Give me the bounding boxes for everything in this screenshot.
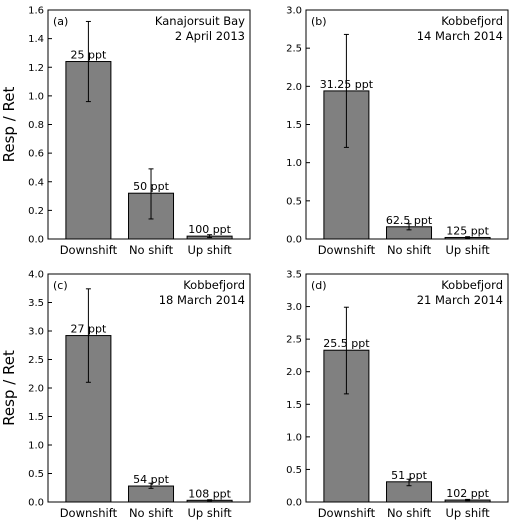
bar-label: 100 ppt (188, 223, 231, 236)
y-axis-label: Resp / Ret (0, 87, 18, 163)
chart-panel-c: 0.0 0.5 1.0 1.5 2.0 2.5 3.0 3.5 4.0 27 ppt Downshi… (0, 270, 251, 520)
y-tick-label: 2.0 (286, 82, 302, 93)
category-label: Up shift (445, 506, 490, 520)
panel-label: (c) (53, 279, 68, 292)
y-tick-label: 3.0 (28, 327, 44, 338)
panel-title: Kobbefjord (183, 278, 245, 292)
y-tick-label: 2.5 (286, 44, 302, 55)
y-tick-label: 1.6 (28, 6, 44, 17)
y-tick-label: 0.0 (286, 235, 302, 246)
panel-title: 2 April 2013 (175, 29, 245, 43)
y-tick-label: 3.5 (286, 270, 302, 281)
category-label: No shift (387, 243, 432, 257)
category-label: No shift (129, 243, 174, 257)
bar-label: 102 ppt (446, 487, 489, 500)
category-label: Downshift (60, 506, 118, 520)
y-tick-label: 1.5 (286, 120, 302, 131)
panel-title: 21 March 2014 (417, 293, 503, 307)
y-tick-label: 0.5 (286, 465, 302, 476)
y-tick-label: 0.4 (28, 177, 44, 188)
bar-label: 125 ppt (446, 224, 489, 237)
y-tick-label: 2.5 (28, 355, 44, 366)
plot-frame (305, 273, 509, 503)
y-tick-label: 1.2 (28, 63, 44, 74)
y-tick-label: 2.0 (28, 384, 44, 395)
y-tick-label: 0.5 (28, 469, 44, 480)
category-label: Downshift (60, 243, 118, 257)
y-tick-label: 3.5 (28, 298, 44, 309)
y-tick-label: 0.8 (28, 120, 44, 131)
y-tick-label: 0.2 (28, 206, 44, 217)
y-tick-label: 1.0 (286, 158, 302, 169)
plot-frame (47, 9, 251, 240)
chart-panel-d: 0.0 0.5 1.0 1.5 2.0 2.5 3.0 3.5 25.5 ppt Downshif… (286, 270, 509, 520)
y-tick-label: 3.0 (286, 6, 302, 17)
category-label: Up shift (187, 243, 232, 257)
y-tick-label: 3.0 (286, 302, 302, 313)
y-tick-label: 0.5 (286, 196, 302, 207)
y-tick-label: 4.0 (28, 270, 44, 281)
plot-frame (47, 273, 251, 503)
bar-label: 108 ppt (188, 487, 231, 500)
y-tick-label: 0.0 (28, 498, 44, 509)
category-label: No shift (387, 506, 432, 520)
panel-label: (a) (53, 15, 68, 28)
y-tick-label: 0.0 (28, 235, 44, 246)
y-tick-label: 1.5 (28, 412, 44, 423)
panel-title: 18 March 2014 (159, 293, 245, 307)
panel-title: Kobbefjord (441, 14, 503, 28)
panel-label: (b) (311, 15, 327, 28)
bar-label: 54 ppt (133, 473, 169, 486)
bar-label: 62.5 ppt (386, 214, 433, 227)
category-label: Downshift (318, 243, 376, 257)
y-tick-label: 0.0 (286, 498, 302, 509)
panel-title: Kobbefjord (441, 278, 503, 292)
y-tick-label: 1.4 (28, 34, 44, 45)
category-label: No shift (129, 506, 174, 520)
y-tick-label: 1.0 (286, 432, 302, 443)
panel-label: (d) (311, 279, 327, 292)
y-tick-label: 1.0 (28, 441, 44, 452)
category-label: Up shift (187, 506, 232, 520)
panel-title: 14 March 2014 (417, 29, 503, 43)
y-tick-label: 1.5 (286, 400, 302, 411)
y-tick-label: 2.5 (286, 335, 302, 346)
y-tick-label: 2.0 (286, 367, 302, 378)
category-label: Downshift (318, 506, 376, 520)
bar-label: 51 ppt (391, 469, 427, 482)
panel-title: Kanajorsuit Bay (155, 14, 245, 28)
category-label: Up shift (445, 243, 490, 257)
bar-label: 50 ppt (133, 180, 169, 193)
plot-frame (305, 9, 509, 240)
y-tick-label: 1.0 (28, 91, 44, 102)
bar-label: 25 ppt (71, 49, 107, 62)
chart-panel-b: 0.0 0.5 1.0 1.5 2.0 2.5 3.0 31.25 ppt Downshift 6… (286, 6, 509, 257)
y-tick-label: 0.6 (28, 149, 44, 160)
bar-label: 25.5 ppt (323, 337, 370, 350)
y-axis-label: Resp / Ret (0, 350, 18, 426)
bar-label: 31.25 ppt (320, 78, 374, 91)
chart-panel-a: 0.0 0.2 0.4 0.6 0.8 1.0 1.2 1.4 1.6 25 ppt Downshi… (0, 6, 251, 257)
bar-label: 27 ppt (71, 323, 107, 336)
